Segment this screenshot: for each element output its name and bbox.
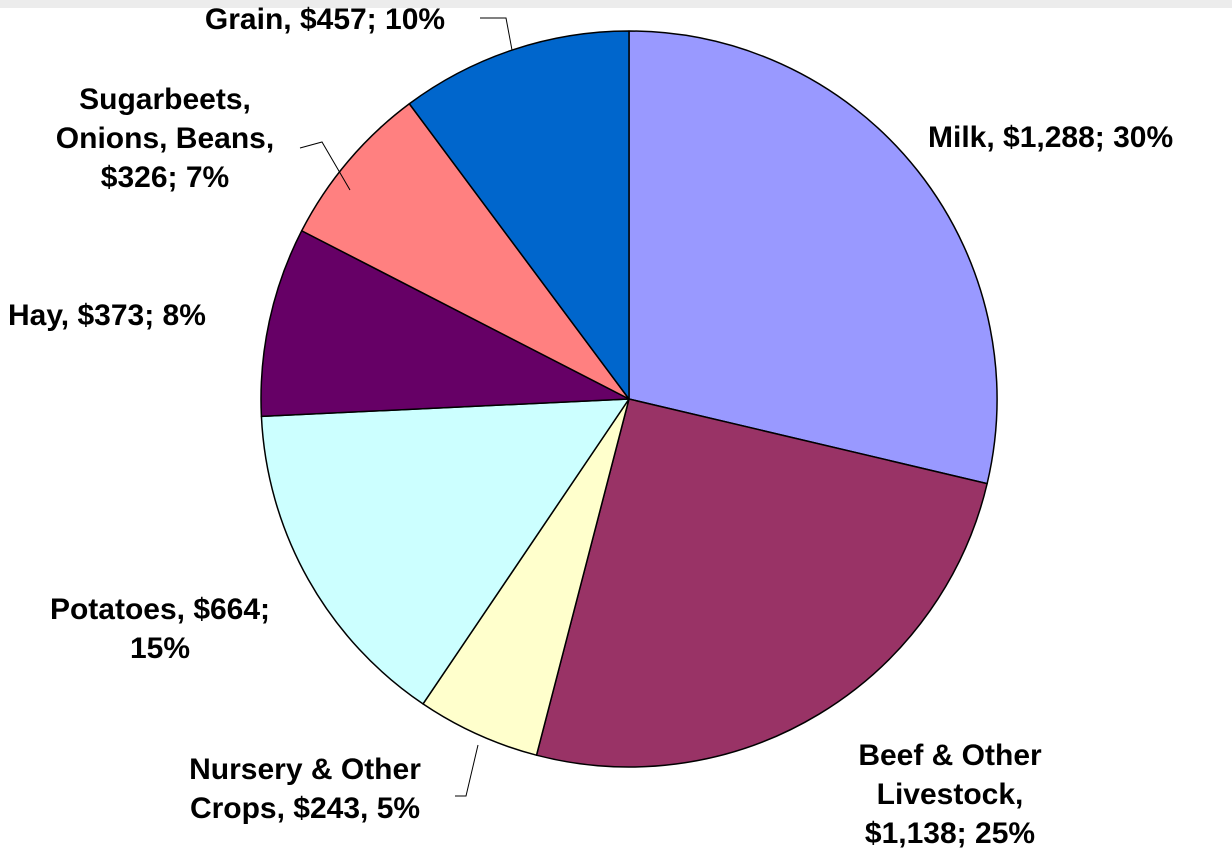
pie-slice-beef-livestock bbox=[535, 398, 988, 768]
pie-slice-sugarbeets bbox=[300, 103, 630, 400]
slice-label-nursery-crops: Nursery & Other Crops, $243, 5% bbox=[189, 753, 421, 825]
slice-label-sugarbeets: Sugarbeets, Onions, Beans, $326; 7% bbox=[55, 83, 275, 194]
pie-slice-potatoes bbox=[260, 398, 630, 705]
slice-label-potatoes: Potatoes, $664; 15% bbox=[49, 593, 271, 665]
leader-line-sugarbeets bbox=[299, 141, 351, 191]
slice-label-beef-livestock: Beef & Other Livestock, $1,138; 25% bbox=[858, 739, 1042, 850]
leader-line-grain bbox=[480, 17, 513, 51]
pie-slice-hay bbox=[260, 230, 630, 418]
pie-slice-grain bbox=[408, 30, 630, 400]
slice-label-grain: Grain, $457; 10% bbox=[204, 3, 446, 36]
leader-line-nursery bbox=[455, 744, 479, 797]
top-band bbox=[0, 0, 1232, 8]
pie-slice-milk bbox=[628, 30, 998, 485]
slice-label-milk: Milk, $1,288; 30% bbox=[928, 121, 1174, 154]
slice-label-hay: Hay, $373; 8% bbox=[8, 299, 206, 332]
